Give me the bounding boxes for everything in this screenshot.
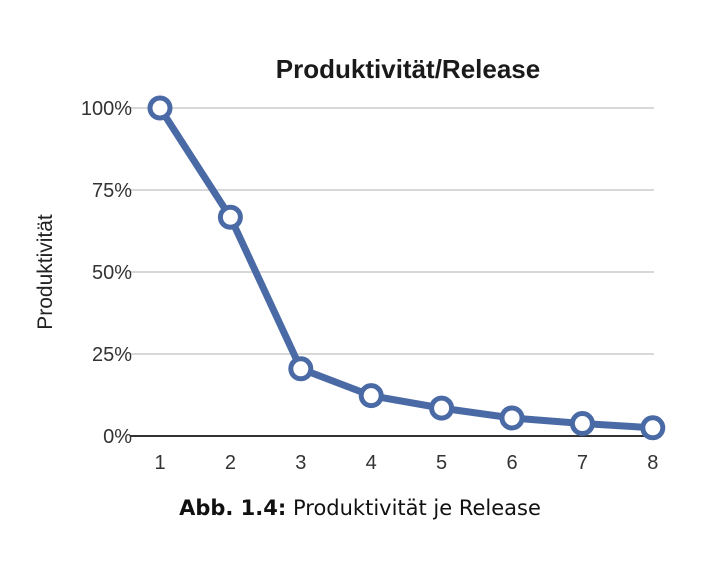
caption-label: Abb. 1.4: (179, 496, 287, 520)
x-tick-label: 6 (506, 452, 517, 474)
y-tick-label: 0% (103, 426, 132, 448)
chart-title: Produktivität/Release (276, 54, 540, 84)
y-tick-label: 25% (92, 344, 132, 366)
x-tick-label: 1 (154, 452, 165, 474)
x-tick-label: 3 (295, 452, 306, 474)
x-tick-label: 8 (647, 452, 658, 474)
data-point (499, 405, 525, 431)
data-point (147, 95, 173, 121)
y-tick-labels: 0% 25% 50% 75% 100% (81, 98, 132, 448)
gridlines (130, 107, 654, 437)
data-point (358, 383, 384, 409)
data-point (217, 204, 243, 230)
x-tick-label: 7 (577, 452, 588, 474)
data-point (429, 395, 455, 421)
series-line (156, 104, 657, 432)
series (147, 95, 666, 441)
caption-text: Produktivität je Release (286, 496, 541, 520)
x-tick-label: 4 (366, 452, 377, 474)
figure-caption: Abb. 1.4: Produktivität je Release (0, 496, 720, 520)
y-tick-label: 100% (81, 98, 132, 120)
line-chart: Produktivität/Release Produktivität 0%25… (34, 54, 666, 474)
x-tick-label: 2 (225, 452, 236, 474)
y-tick-label: 50% (92, 262, 132, 284)
x-tick-label: 5 (436, 452, 447, 474)
y-axis-label: Produktivität (34, 214, 57, 330)
data-point (640, 415, 666, 441)
y-tick-label: 75% (92, 180, 132, 202)
data-point (569, 411, 595, 437)
x-tick-labels: 1 2 3 4 5 6 7 8 (154, 452, 658, 474)
data-point (288, 356, 314, 382)
